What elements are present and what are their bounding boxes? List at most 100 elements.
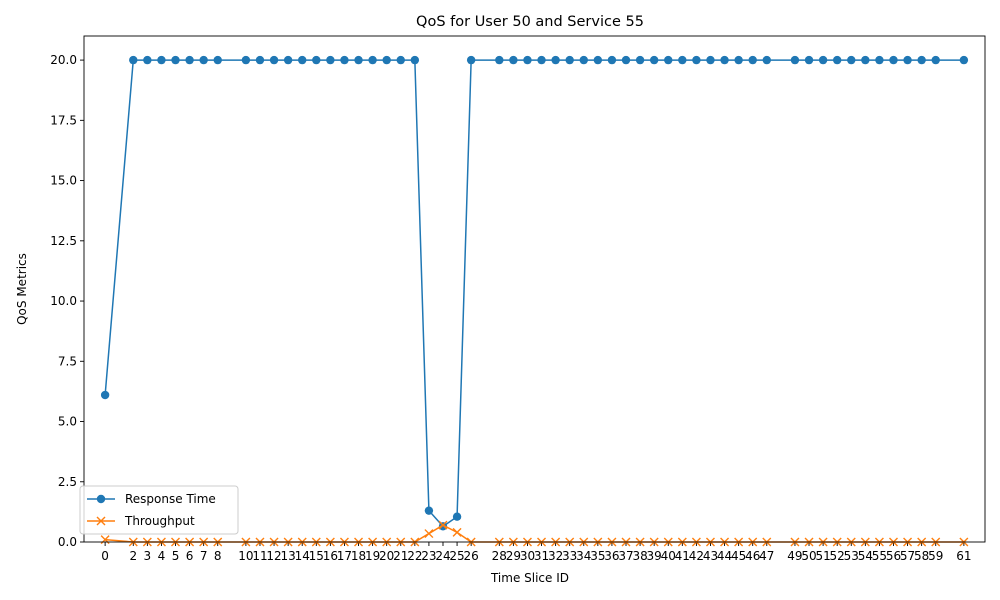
response-time-point [255,55,265,65]
response-time-point [241,55,251,65]
x-tick-label: 14 [295,549,310,563]
legend-box [79,485,239,535]
chart-title: QoS for User 50 and Service 55 [416,14,644,30]
x-tick-label: 59 [928,549,943,563]
y-tick-label: 12.5 [50,234,77,248]
response-time-point [312,55,321,65]
response-time-point [818,55,828,65]
response-time-point [326,55,335,65]
x-tick-label: 13 [280,549,295,563]
response-time-point [396,55,405,65]
response-time-point [129,55,138,65]
x-tick-label: 40 [661,549,676,563]
y-tick-label: 17.5 [50,113,77,127]
response-time-point [959,55,969,65]
response-time-point [283,55,293,65]
x-tick-label: 24 [435,549,450,563]
x-tick-label: 8 [214,549,222,563]
response-time-point [340,55,349,65]
x-tick-label: 33 [562,549,577,563]
x-tick-label: 37 [618,549,633,563]
legend-response-time-label: Response Time [125,492,216,506]
response-time-point [368,55,377,65]
x-tick-label: 50 [801,549,816,563]
x-tick-label: 36 [604,549,619,563]
x-tick-label: 32 [548,549,563,563]
x-tick-label: 0 [101,549,109,563]
x-tick-label: 49 [787,549,802,563]
response-time-point [762,55,771,65]
x-tick-label: 6 [186,549,194,563]
response-time-point [143,55,152,65]
x-tick-label: 15 [309,549,324,563]
response-time-point [537,55,546,65]
x-tick-label: 16 [323,549,338,563]
response-time-point [649,55,659,65]
x-tick-label: 10 [238,549,253,563]
x-tick-label: 29 [506,549,521,563]
response-time-point [523,55,532,65]
x-tick-label: 42 [689,549,704,563]
x-tick-label: 58 [914,549,929,563]
x-tick-label: 51 [815,549,830,563]
x-tick-label: 44 [717,549,732,563]
x-tick-label: 53 [844,549,859,563]
response-time-point [213,55,222,65]
response-time-point [382,55,391,65]
response-time-point [678,55,687,65]
x-tick-label: 43 [703,549,718,563]
x-tick-label: 3 [144,549,152,563]
x-tick-label: 30 [520,549,535,563]
response-time-point [889,55,898,65]
x-tick-label: 11 [252,549,267,563]
response-time-point [621,55,631,65]
y-axis: 0.0 2.5 5.0 7.5 10.0 12.5 15.0 17.5 20.0 [50,53,84,549]
response-time-point [466,55,476,65]
plot-frame [83,35,986,543]
y-tick-label: 10.0 [50,294,77,308]
x-tick-label: 28 [492,549,507,563]
y-tick-label: 15.0 [50,174,77,188]
response-time-point [748,55,757,65]
legend: Response Time Throughput [79,485,239,535]
response-time-point [706,55,715,65]
x-tick-label: 54 [858,549,873,563]
response-time-point [269,55,279,65]
x-tick-label: 23 [421,549,436,563]
x-tick-label: 17 [337,549,352,563]
y-axis-label: QoS Metrics [15,253,29,325]
x-tick-label: 61 [956,549,971,563]
x-tick-label: 46 [745,549,760,563]
response-time-point [804,55,814,65]
x-tick-label: 45 [731,549,746,563]
x-tick-label: 52 [830,549,845,563]
x-tick-label: 12 [266,549,281,563]
x-tick-label: 19 [365,549,380,563]
response-time-point [579,55,588,65]
response-time-point [199,55,208,65]
x-tick-label: 5 [172,549,180,563]
response-time-point [100,390,110,400]
y-tick-label: 2.5 [58,475,77,489]
response-time-point [847,55,856,65]
response-time-point [692,55,701,65]
throughput-point [452,527,462,537]
response-time-point [607,55,617,65]
legend-throughput-label: Throughput [124,514,195,528]
x-tick-label: 31 [534,549,549,563]
throughput-point [424,529,434,539]
x-tick-label: 38 [632,549,647,563]
x-tick-label: 35 [590,549,605,563]
response-time-point [931,55,940,65]
x-tick-label: 20 [379,549,394,563]
x-tick-label: 47 [759,549,774,563]
x-tick-label: 22 [407,549,422,563]
response-time-point [861,55,870,65]
y-tick-label: 20.0 [50,53,77,67]
x-tick-label: 7 [200,549,208,563]
response-time-point [185,55,194,65]
x-tick-label: 41 [675,549,690,563]
x-tick-label: 18 [351,549,366,563]
response-time-point [903,55,912,65]
